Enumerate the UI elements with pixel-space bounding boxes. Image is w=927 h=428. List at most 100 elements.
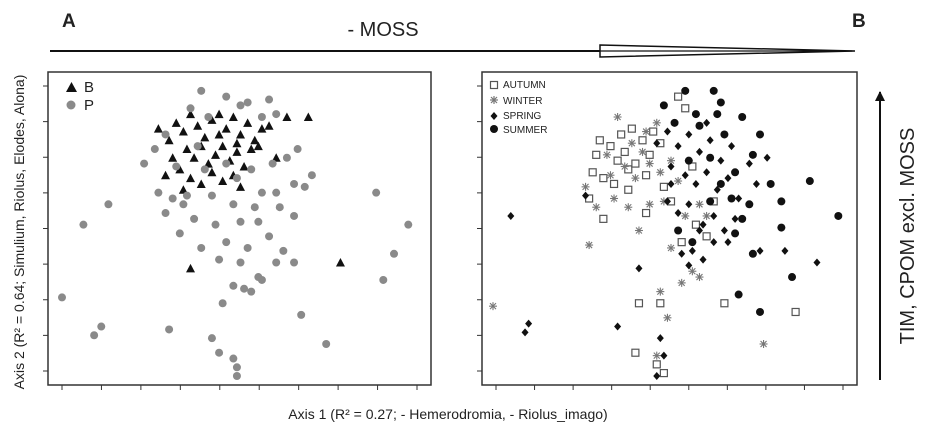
panel-a-b-point-6 xyxy=(214,109,224,119)
panel-b-autumn-point-4 xyxy=(627,124,636,133)
panel-b-spring-point-42 xyxy=(703,118,711,127)
panel-b-autumn-point-3 xyxy=(617,130,626,139)
panel-b-summer-point-15 xyxy=(731,229,740,238)
panel-a-p-point-26 xyxy=(236,217,245,226)
panel-b-spring-point-14 xyxy=(735,194,743,203)
panel-b-autumn-point-26 xyxy=(791,307,800,317)
panel-a-b-point-5 xyxy=(207,115,217,124)
panel-b-winter-point-9 xyxy=(581,182,590,191)
panel-b-spring-point-7 xyxy=(728,142,736,151)
panel-a-p-point-61 xyxy=(390,249,399,258)
panel-b-autumn-point-22 xyxy=(677,238,686,247)
panel-b-summer-point-1 xyxy=(709,86,718,95)
panel-a-p-point-22 xyxy=(290,179,299,188)
panel-b-spring-point-33 xyxy=(521,328,529,337)
panel-a-p-point-1 xyxy=(222,92,231,101)
panel-a-p-point-12 xyxy=(293,145,302,154)
legend-b-triangle-icon xyxy=(66,82,77,92)
panel-a-b-point-13 xyxy=(182,144,192,154)
panel-a-b-point-41 xyxy=(214,129,224,139)
panel-b-autumn-point-5 xyxy=(638,136,647,145)
legend-b-label: B xyxy=(84,79,94,96)
panel-b-spring-point-37 xyxy=(653,372,661,380)
panel-b-winter-point-30 xyxy=(652,118,661,127)
panel-b-spring-point-32 xyxy=(525,319,533,328)
panel-a-p-point-58 xyxy=(297,310,306,319)
panel-a-p-point-68 xyxy=(272,110,281,119)
panel-b-autumn-point-6 xyxy=(613,156,622,165)
panel-b-winter-point-25 xyxy=(652,351,661,360)
panel-a-p-point-51 xyxy=(232,363,241,372)
panel-b-winter-point-32 xyxy=(638,147,647,156)
panel-b-autumn-point-23 xyxy=(634,299,644,308)
panel-b-spring-point-24 xyxy=(752,179,760,188)
panel-b-winter-point-28 xyxy=(634,226,643,235)
panel-b-summer-point-31 xyxy=(713,110,722,119)
panel-b-winter-point-23 xyxy=(656,287,665,296)
panel-b-winter-point-26 xyxy=(489,302,497,311)
panel-a-letter: A xyxy=(62,11,76,32)
panel-a-b-point-11 xyxy=(250,135,260,145)
panel-a-b-point-9 xyxy=(236,129,245,139)
panel-b-summer-point-29 xyxy=(716,179,725,188)
panel-b-summer-point-12 xyxy=(731,168,740,177)
panel-b-autumn-point-34 xyxy=(631,159,640,168)
panel-b-autumn-point-24 xyxy=(656,299,665,308)
panel-a-p-point-7 xyxy=(200,165,209,174)
panel-a-p-point-30 xyxy=(175,229,184,238)
panel-b-summer-point-22 xyxy=(805,177,814,186)
panel-a-p-point-31 xyxy=(197,243,206,252)
legend-winter-asterisk-icon xyxy=(490,96,498,104)
panel-a-p-point-56 xyxy=(90,331,99,340)
panel-a-b-point-35 xyxy=(271,153,281,162)
panel-a-b-point-26 xyxy=(207,167,217,177)
panel-b-summer-point-6 xyxy=(756,130,764,139)
panel-a-p-point-41 xyxy=(290,258,299,267)
panel-b-winter-point-6 xyxy=(667,156,675,165)
panel-a-b-point-33 xyxy=(178,185,188,194)
panel-b-spring-point-23 xyxy=(763,153,771,162)
panel-b-summer-point-20 xyxy=(766,179,775,188)
panel-b-autumn-point-36 xyxy=(588,168,597,177)
panel-a-b-point-18 xyxy=(218,141,228,151)
panel-a-p-point-66 xyxy=(204,113,213,122)
panel-b-winter-point-22 xyxy=(677,278,686,287)
panel-a-p-point-65 xyxy=(186,104,195,113)
panel-b-spring-point-41 xyxy=(678,249,686,258)
panel-a-p-point-19 xyxy=(229,200,238,209)
panel-b-spring-point-40 xyxy=(813,258,821,267)
top-arrow xyxy=(50,44,856,58)
panel-a-p-point-29 xyxy=(300,182,309,191)
panel-a-b-point-2 xyxy=(186,109,196,119)
panel-b-summer-point-19 xyxy=(756,307,764,316)
panel-a-p-point-54 xyxy=(79,220,88,229)
panel-a-p-point-13 xyxy=(307,171,316,180)
panel-a-p-point-15 xyxy=(154,188,163,197)
panel-b-autumn-point-27 xyxy=(631,348,640,357)
panel-a-p-point-5 xyxy=(161,130,170,139)
legend-autumn-label: AUTUMN xyxy=(503,80,546,91)
panel-b-summer-point-27 xyxy=(688,238,697,247)
panel-b-autumn-point-1 xyxy=(606,142,615,151)
panel-b-spring-point-18 xyxy=(699,220,707,229)
panel-b-winter-point-24 xyxy=(663,313,672,322)
panel-a-p-point-49 xyxy=(215,348,224,357)
panel-b-summer-point-8 xyxy=(684,156,693,165)
panel-b-spring-point-43 xyxy=(667,179,675,188)
panel-b-spring-point-0 xyxy=(653,139,661,148)
panel-a-p-point-63 xyxy=(379,275,388,284)
panel-b-spring-point-17 xyxy=(685,200,693,209)
panel-b-winter-point-13 xyxy=(645,200,654,209)
panel-b-winter-point-1 xyxy=(602,150,611,159)
legend-p-circle-icon xyxy=(66,100,76,110)
panel-a-p-point-33 xyxy=(243,243,252,252)
panel-b-spring-point-21 xyxy=(731,214,739,223)
panel-a-p-point-52 xyxy=(232,372,241,380)
panel-a-p-point-71 xyxy=(250,203,259,212)
panel-b-spring-point-2 xyxy=(674,142,682,151)
panel-b-winter-point-20 xyxy=(688,267,697,276)
legend-a: B P xyxy=(66,79,94,114)
panel-a-b-point-7 xyxy=(221,124,231,133)
panel-b-summer-point-10 xyxy=(706,153,715,162)
panel-b-summer-point-25 xyxy=(777,223,786,232)
